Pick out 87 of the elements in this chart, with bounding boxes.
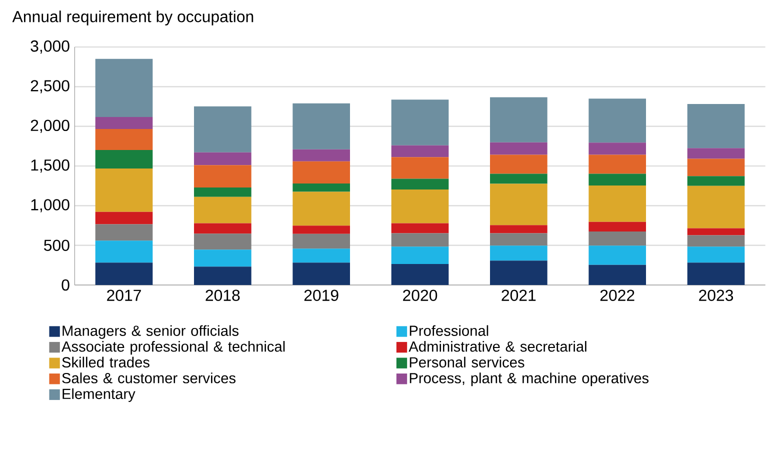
bar <box>194 266 252 285</box>
bar <box>490 174 548 184</box>
bar <box>391 246 449 264</box>
bar <box>292 192 350 226</box>
legend-label: Professional <box>410 325 488 336</box>
bar <box>588 98 646 143</box>
y-tick-label: 1,000 <box>31 199 70 212</box>
bar <box>95 168 153 212</box>
bar <box>391 264 449 285</box>
bar <box>95 240 153 263</box>
bar <box>292 262 350 285</box>
legend-label: Administrative & secretarial <box>408 341 586 352</box>
bar <box>588 142 646 155</box>
legend-label: Skilled trades <box>62 356 150 368</box>
bar <box>687 148 745 159</box>
bar <box>95 116 153 130</box>
legend-label: Sales & customer services <box>62 372 236 384</box>
legend-label: Personal services <box>410 356 524 368</box>
x-tick-label: 2022 <box>600 290 634 301</box>
bar <box>391 100 449 146</box>
bar <box>490 260 548 285</box>
bar <box>588 174 646 186</box>
bar <box>588 264 646 285</box>
bar <box>687 228 745 236</box>
x-tick-label: 2021 <box>502 290 536 301</box>
bar <box>687 186 745 228</box>
bar <box>95 150 153 168</box>
bar <box>687 104 745 148</box>
bar <box>95 224 153 241</box>
bar <box>490 225 548 234</box>
bar <box>687 235 745 247</box>
y-tick-label: 1,500 <box>31 159 70 173</box>
bar <box>588 246 646 265</box>
bar <box>95 262 153 285</box>
y-tick-label: 500 <box>44 240 70 251</box>
legend-label: Associate professional & technical <box>62 341 285 355</box>
bar <box>391 223 449 234</box>
x-tick-label: 2019 <box>304 290 338 301</box>
bar <box>588 232 646 246</box>
bar <box>194 250 252 267</box>
chart-title: Annual requirement by occupation <box>12 10 254 26</box>
bar <box>292 183 350 192</box>
bar <box>292 149 350 162</box>
bar <box>194 223 252 234</box>
bar <box>588 222 646 232</box>
bar <box>194 152 252 166</box>
bar <box>687 262 745 285</box>
bar <box>687 176 745 186</box>
bar <box>194 165 252 188</box>
y-tick-label: 2,500 <box>30 80 70 94</box>
bar <box>490 184 548 226</box>
bar <box>391 178 449 190</box>
bar <box>95 58 153 117</box>
bar <box>194 106 252 152</box>
bar <box>292 248 350 263</box>
bar <box>95 129 153 150</box>
bar <box>95 212 153 224</box>
legend-label: Process, plant & machine operatives <box>410 372 649 386</box>
y-tick-label: 0 <box>62 279 70 291</box>
bar <box>687 246 745 263</box>
bar <box>292 226 350 234</box>
bar <box>490 246 548 261</box>
bar <box>292 161 350 184</box>
bar <box>490 154 548 174</box>
bar <box>588 154 646 174</box>
bar <box>391 233 449 247</box>
x-tick-label: 2020 <box>403 290 438 301</box>
bar <box>490 142 548 155</box>
x-tick-label: 2018 <box>206 290 240 301</box>
bar <box>391 157 449 179</box>
bar <box>292 103 350 150</box>
x-tick-label: 2017 <box>107 290 141 301</box>
legend-label: Managers & senior officials <box>62 325 239 339</box>
x-tick-label: 2023 <box>699 290 734 301</box>
bar <box>490 97 548 142</box>
bar <box>292 234 350 249</box>
y-tick-label: 3,000 <box>30 40 70 54</box>
bar <box>194 196 252 224</box>
bar <box>391 189 449 224</box>
bar <box>490 233 548 246</box>
y-tick-label: 2,000 <box>30 120 70 133</box>
bar <box>194 188 252 197</box>
bar <box>391 145 449 158</box>
bar <box>687 158 745 176</box>
bar <box>194 234 252 250</box>
bar <box>588 185 646 222</box>
legend-label: Elementary <box>62 388 136 402</box>
